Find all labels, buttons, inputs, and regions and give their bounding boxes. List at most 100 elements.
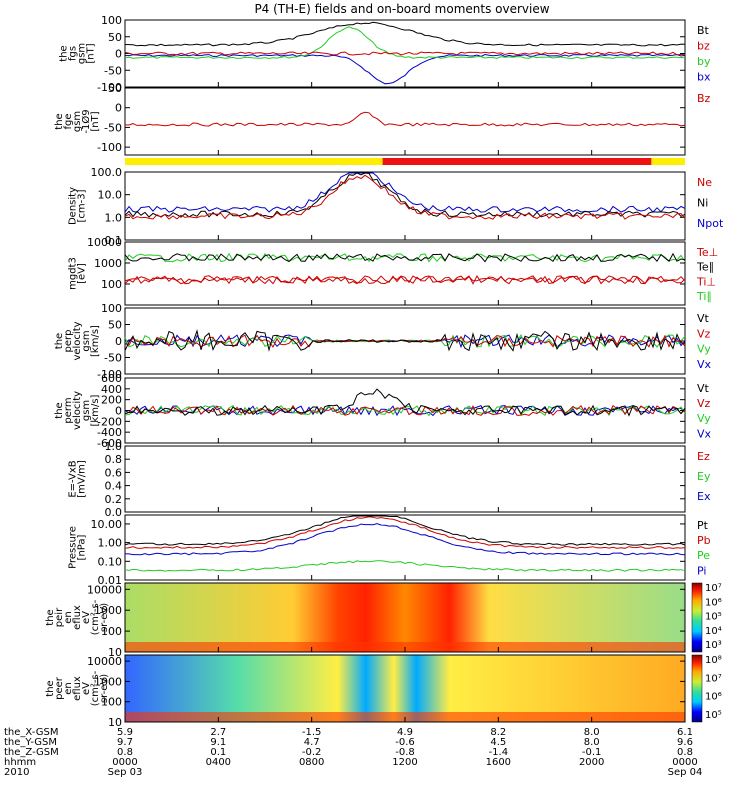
y-tick-label: -50 (104, 64, 122, 77)
legend-pressure-Pb: Pb (697, 534, 711, 547)
y-axis-label: the (54, 113, 65, 129)
spectrogram-ion_spec (125, 583, 685, 652)
y-axis-label: fgs (68, 46, 79, 61)
y-tick-label: 0 (115, 48, 122, 61)
legend-vperp-Vx: Vx (697, 358, 712, 371)
y-axis-label: peer (54, 676, 65, 700)
colorbar-label: 10⁸ (705, 655, 722, 666)
y-tick-label: 0 (115, 335, 122, 348)
y-tick-label: 50 (108, 82, 122, 95)
x-row-label: hhmm (4, 757, 36, 768)
x-row-label: the_Y-GSM (4, 737, 57, 748)
y-tick-label: -50 (104, 121, 122, 134)
x-tick-label: 6.1 (677, 727, 693, 738)
x-tick-label: 0800 (299, 757, 324, 768)
legend-density-Ni: Ni (697, 197, 708, 210)
panel-ion_spec: 10⁷ 10⁶ 10⁵ 10⁴ 10³ 10000 1000 100 10 thepeirenef… (45, 582, 722, 659)
x-tick-label: -1.5 (302, 727, 322, 738)
series-density-Npot (124, 172, 686, 213)
series-temperature-Te∥ (124, 252, 686, 263)
y-axis-label: eV (81, 682, 92, 695)
y-tick-label: 10000 (87, 236, 122, 249)
colorbar-label: 10⁶ (705, 692, 722, 703)
y-tick-label: 100 (101, 14, 122, 27)
legend-fgs-bz: bz (697, 40, 710, 53)
y-tick-label: -100 (97, 81, 122, 94)
y-tick-label: 10.00 (91, 518, 123, 531)
x-tick-label: -0.6 (395, 737, 415, 748)
y-axis-label: the (54, 402, 65, 418)
x-tick-label: 9.6 (677, 737, 693, 748)
panel-efield: 1.00.80.60.40.20.0 E=-VxB[mV/m] Ez Ey Ex (68, 440, 711, 519)
x-tick-label: 8.0 (584, 727, 600, 738)
y-tick-label: 10 (108, 646, 122, 659)
y-axis-label: fge (63, 113, 74, 129)
legend-density-Ne: Ne (697, 176, 712, 189)
legend-vperm-Vt: Vt (697, 382, 710, 395)
series-pressure-Pt (124, 515, 686, 546)
y-axis-label: velocity (72, 391, 83, 430)
legend-fge-Bz: Bz (697, 92, 711, 105)
colorbar-label: 10⁵ (705, 710, 722, 721)
series-fgs-by (124, 26, 685, 60)
y-tick-label: 1000 (94, 675, 122, 688)
legend-efield-Ey: Ey (697, 470, 711, 483)
x-tick-label: 0.8 (117, 747, 133, 758)
legend-vperm-Vz: Vz (697, 397, 711, 410)
panel-frame (124, 171, 686, 241)
chart-title: P4 (TH-E) fields and on-board moments ov… (254, 2, 549, 16)
y-tick-label: -100 (97, 368, 122, 381)
y-tick-label: 1.0 (105, 440, 123, 453)
legend-fgs-bx: bx (697, 71, 711, 84)
panel-temperature: 10000 1000 100 mgdt3[eV] Te⊥ Te∥Ti⊥ Ti∥ (68, 236, 718, 306)
y-axis-label: the (45, 609, 56, 625)
y-tick-label: 10000 (87, 583, 122, 596)
y-axis-label: en (63, 682, 74, 695)
state-bar-red (382, 158, 652, 165)
series-pressure-Pe (124, 560, 686, 572)
y-axis-label: the (54, 333, 65, 349)
y-tick-label: 200 (101, 394, 122, 407)
y-axis-label: [nT] (86, 43, 97, 63)
y-tick-label: 1.0 (105, 211, 123, 224)
legend-efield-Ez: Ez (697, 450, 710, 463)
x-row-label: the_X-GSM (4, 727, 58, 738)
legend-vperp-Vy: Vy (697, 343, 711, 356)
x-tick-label: 1200 (392, 757, 417, 768)
x-row-label: 2010 (4, 767, 29, 778)
y-tick-label: 10000 (87, 655, 122, 668)
y-tick-label: 100 (101, 625, 122, 638)
x-tick-label: 0.8 (677, 747, 693, 758)
y-axis-label: eflux (72, 605, 83, 630)
x-tick-label: 9.1 (210, 737, 226, 748)
y-axis-label: (cm²-s- (90, 670, 101, 706)
panel-pressure: 10.00 1.00 0.10 0.01 Pressure[nPa] Pt Pb Pe Pi (68, 514, 711, 587)
state-bar-yellow (125, 158, 383, 165)
y-tick-label: 1000 (94, 604, 122, 617)
y-axis-label: en (63, 611, 74, 624)
x-tick-label: 8.0 (584, 737, 600, 748)
y-tick-label: 0.8 (105, 453, 123, 466)
series-temperature-Te⊥ (124, 275, 686, 285)
y-tick-label: 100.0 (91, 166, 123, 179)
x-tick-label: Sep 03 (108, 767, 143, 778)
x-tick-label: 9.7 (117, 737, 133, 748)
x-tick-label: -0.2 (302, 747, 322, 758)
y-axis-label: peir (54, 607, 65, 627)
y-axis-label: [mV/m] (77, 460, 88, 498)
colorbar-label: 10³ (705, 640, 722, 651)
y-axis-label: [km/s] (90, 325, 101, 357)
y-tick-label: 0.4 (105, 480, 123, 493)
x-axis-annotation: the_X-GSMthe_Y-GSMthe_Z-GSMhhmm20105.99.… (4, 82, 702, 778)
y-axis-label: the (59, 45, 70, 61)
x-tick-label: -0.1 (582, 747, 602, 758)
series-vperp-Vt (124, 329, 686, 352)
colorbar-label: 10⁷ (705, 583, 722, 594)
x-tick-label: 2.7 (210, 727, 226, 738)
x-tick-label: 4.7 (304, 737, 320, 748)
legend-efield-Ex: Ex (697, 490, 711, 503)
